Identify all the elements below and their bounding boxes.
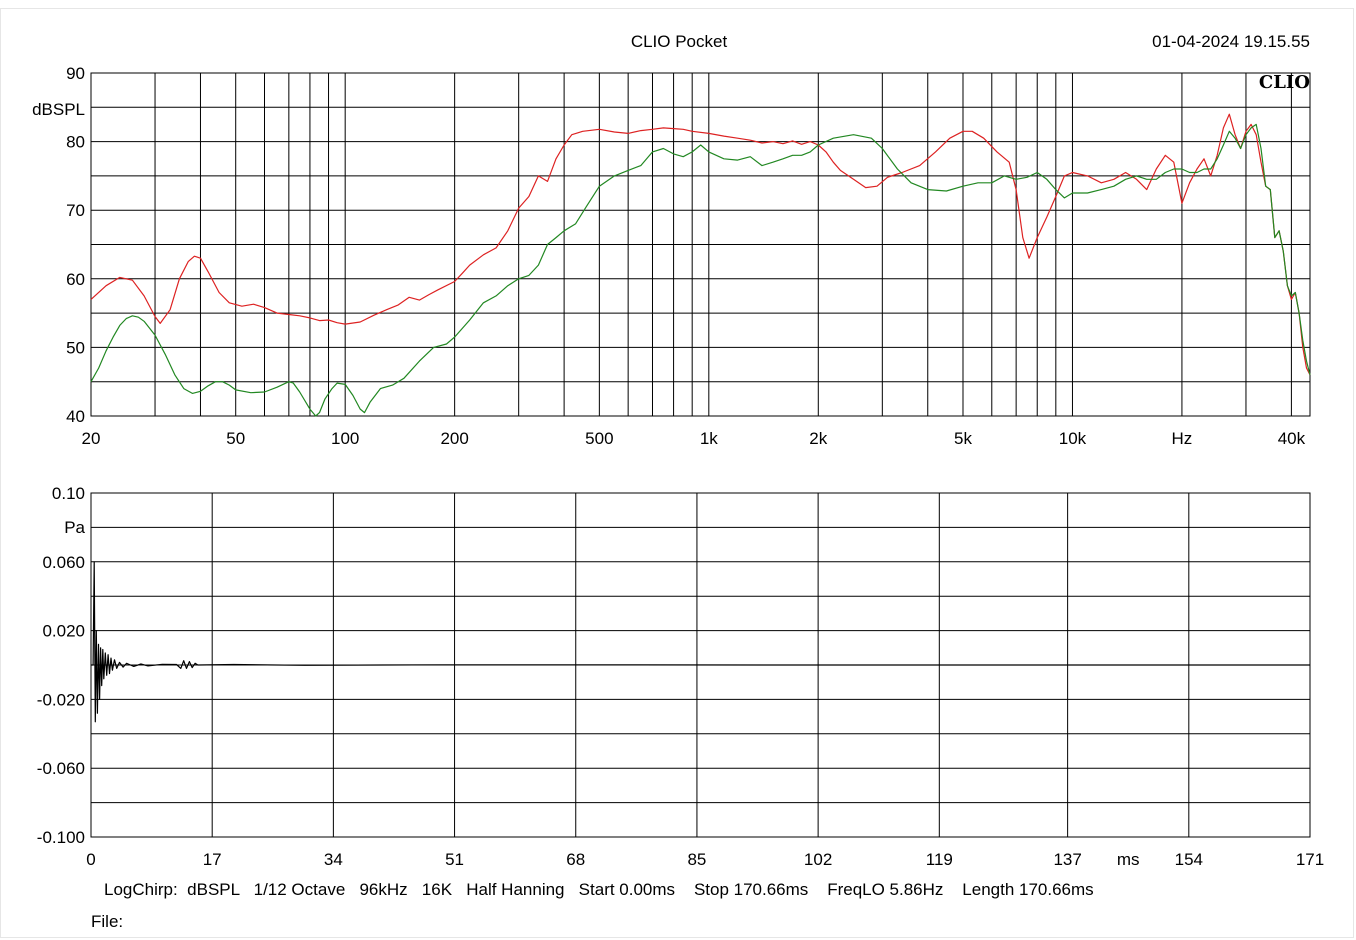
impulse-xtick-label: 154 — [1175, 850, 1203, 869]
frequency-response-plot: 40 50 60 70 80 90 20 50 100 200 500 1k 2k 5k 10k 40k Hz — [66, 64, 1311, 448]
measurement-settings: LogChirp: dBSPL 1/12 Octave 96kHz 16K Ha… — [104, 880, 1094, 899]
chart-title: CLIO Pocket — [631, 32, 728, 51]
impulse-ytick-label: 0.020 — [42, 622, 85, 641]
freq-ytick-label: 50 — [66, 338, 85, 357]
freq-plot-frame — [90, 72, 1311, 417]
freq-ytick-label: 90 — [66, 64, 85, 83]
freq-ytick-label: 80 — [66, 133, 85, 152]
freq-xtick-label: 500 — [585, 429, 613, 448]
freq-xtick-label: 100 — [331, 429, 359, 448]
freq-xunit-label: Hz — [1172, 429, 1193, 448]
freq-series-1-line — [90, 123, 1311, 417]
freq-xtick-label: 40k — [1278, 429, 1306, 448]
impulse-xtick-label: 51 — [445, 850, 464, 869]
freq-ytick-label: 60 — [66, 270, 85, 289]
freq-xtick-label: 2k — [809, 429, 827, 448]
impulse-ytick-label: -0.100 — [37, 828, 85, 847]
impulse-ylabel: Pa — [64, 518, 85, 537]
freq-ytick-label: 70 — [66, 201, 85, 220]
impulse-xtick-label: 171 — [1296, 850, 1324, 869]
freq-xtick-label: 20 — [82, 429, 101, 448]
impulse-xtick-label: 119 — [926, 850, 953, 869]
impulse-ytick-label: 0.060 — [42, 553, 85, 572]
impulse-ytick-label: -0.020 — [37, 690, 85, 709]
impulse-response-plot: -0.100 -0.060 -0.020 0.020 0.060 0.10 0 17 34 51 6… — [37, 484, 1324, 869]
impulse-xtick-label: 68 — [566, 850, 585, 869]
impulse-ytick-label: -0.060 — [37, 759, 85, 778]
impulse-xtick-label: 102 — [804, 850, 832, 869]
impulse-xunit-label: ms — [1117, 850, 1140, 869]
impulse-xtick-label: 17 — [203, 850, 222, 869]
freq-series-0-line — [90, 113, 1311, 376]
impulse-ytick-label: 0.10 — [52, 484, 85, 503]
file-label: File: — [91, 912, 124, 931]
timestamp: 01-04-2024 19.15.55 — [1152, 32, 1310, 51]
freq-ytick-label: 40 — [66, 407, 85, 426]
freq-xtick-label: 1k — [700, 429, 718, 448]
freq-ylabel: dBSPL — [32, 100, 85, 119]
impulse-xtick-label: 34 — [324, 850, 343, 869]
impulse-xtick-label: 0 — [86, 850, 95, 869]
freq-xtick-label: 10k — [1059, 429, 1087, 448]
impulse-xtick-label: 85 — [687, 850, 706, 869]
clio-logo: CLIO — [1259, 72, 1310, 93]
freq-xtick-label: 200 — [440, 429, 468, 448]
impulse-series-0-line — [91, 561, 1310, 723]
freq-xtick-label: 50 — [226, 429, 245, 448]
impulse-xtick-label: 137 — [1053, 850, 1081, 869]
freq-xtick-label: 5k — [954, 429, 972, 448]
window-frame — [0, 8, 1354, 938]
